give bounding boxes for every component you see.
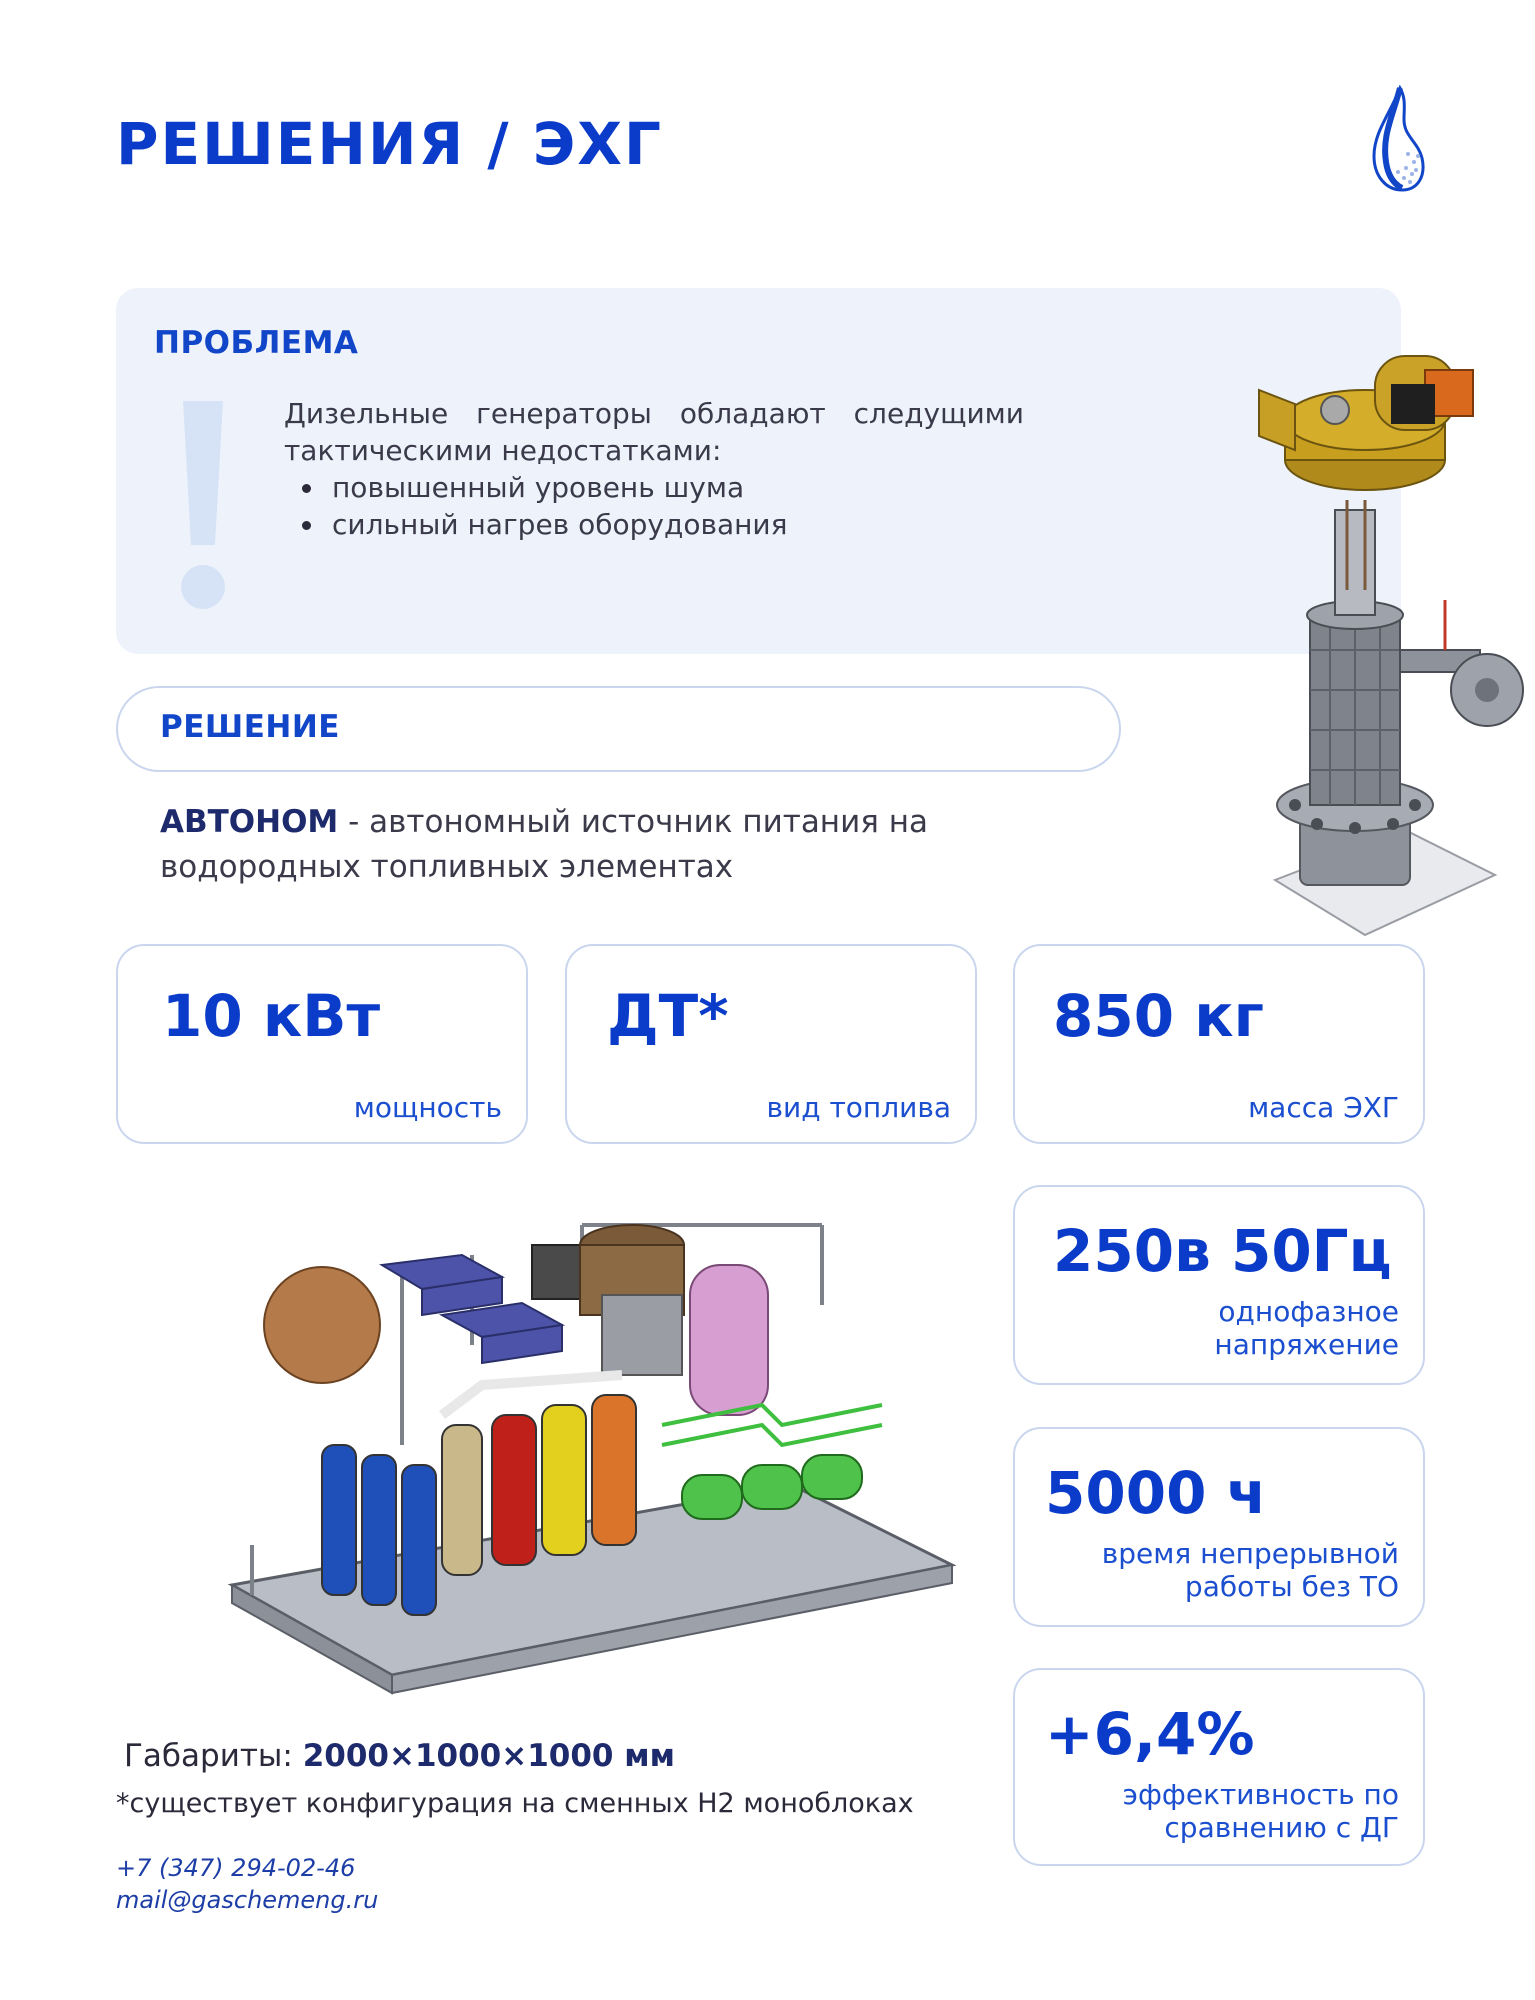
problem-intro: Дизельные генераторы обладают следущими … (284, 397, 1024, 467)
spec-label: однофазное напряжение (1214, 1295, 1399, 1361)
spec-value: +6,4% (1045, 1700, 1255, 1768)
contact-phone[interactable]: +7 (347) 294-02-46 (116, 1854, 356, 1882)
problem-panel (116, 288, 1401, 654)
list-item: сильный нагрев оборудования (284, 506, 1024, 543)
dimensions-value: 2000×1000×1000 мм (302, 1738, 675, 1774)
spec-value: 10 кВт (162, 982, 381, 1050)
problem-heading: ПРОБЛЕМА (154, 325, 359, 361)
list-item: повышенный уровень шума (284, 469, 1024, 506)
fuel-processor-illustration (1258, 355, 1524, 937)
solution-heading: РЕШЕНИЕ (160, 709, 340, 745)
solution-pill (116, 686, 1121, 772)
spec-card-efficiency: +6,4% эффективность по сравнению с ДГ (1013, 1668, 1425, 1866)
spec-label: масса ЭХГ (1248, 1091, 1399, 1124)
problem-text: Дизельные генераторы обладают следущими … (284, 395, 1024, 543)
product-name: АВТОНОМ (160, 804, 339, 840)
spec-card-mass: 850 кг масса ЭХГ (1013, 944, 1425, 1144)
problem-list: повышенный уровень шума сильный нагрев о… (284, 469, 1024, 543)
spec-value: ДТ* (607, 982, 729, 1050)
spec-label: мощность (353, 1091, 502, 1124)
dimensions: Габариты: 2000×1000×1000 мм (124, 1738, 675, 1774)
spec-card-voltage: 250в 50Гц однофазное напряжение (1013, 1185, 1425, 1385)
footnote: *существует конфигурация на сменных Н2 м… (116, 1788, 914, 1819)
spec-label: вид топлива (766, 1091, 951, 1124)
exclamation-icon (181, 401, 225, 609)
contact-email[interactable]: mail@gaschemeng.ru (116, 1886, 379, 1914)
flame-drop-logo-icon (1372, 84, 1425, 192)
spec-value: 850 кг (1053, 982, 1264, 1050)
spec-card-power: 10 кВт мощность (116, 944, 528, 1144)
spec-label: эффективность по сравнению с ДГ (1122, 1778, 1399, 1844)
page-title: РЕШЕНИЯ / ЭХГ (116, 110, 663, 178)
dimensions-label: Габариты: (124, 1738, 303, 1774)
product-description: - автономный источник питания на водород… (160, 804, 928, 885)
solution-text: АВТОНОМ - автономный источник питания на… (160, 800, 1060, 890)
generator-unit-illustration (227, 1223, 957, 1695)
spec-value: 250в 50Гц (1053, 1217, 1392, 1285)
spec-label: время непрерывной работы без ТО (1101, 1537, 1399, 1603)
spec-value: 5000 ч (1045, 1459, 1267, 1527)
spec-card-fuel: ДТ* вид топлива (565, 944, 977, 1144)
spec-card-runtime: 5000 ч время непрерывной работы без ТО (1013, 1427, 1425, 1627)
